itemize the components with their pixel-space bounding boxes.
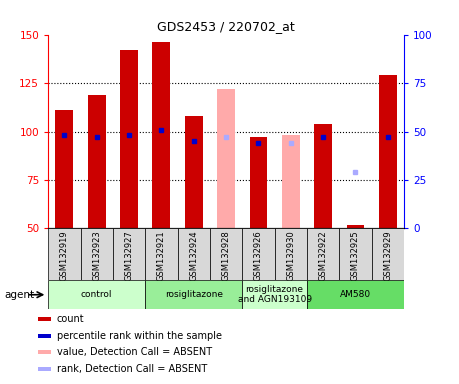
Bar (38, 351, 51, 354)
Text: count: count (56, 314, 84, 324)
Text: GSM132930: GSM132930 (286, 230, 295, 281)
Bar (307, 228, 339, 280)
Text: GSM132921: GSM132921 (157, 230, 166, 281)
Bar (80, 228, 113, 280)
Bar (242, 228, 274, 280)
Text: GSM132926: GSM132926 (254, 230, 263, 281)
Bar (217, 89, 235, 228)
Bar (282, 136, 300, 228)
Bar (347, 225, 364, 228)
Text: GSM132927: GSM132927 (124, 230, 134, 281)
Bar (372, 228, 404, 280)
Bar (113, 228, 145, 280)
Text: rosiglitazone: rosiglitazone (165, 290, 223, 299)
Bar (88, 95, 106, 228)
Bar (145, 280, 242, 309)
Title: GDS2453 / 220702_at: GDS2453 / 220702_at (157, 20, 295, 33)
Bar (314, 124, 332, 228)
Text: GSM132929: GSM132929 (383, 230, 392, 281)
Bar (379, 75, 397, 228)
Bar (38, 317, 51, 321)
Text: GSM132925: GSM132925 (351, 230, 360, 281)
Text: GSM132919: GSM132919 (60, 230, 69, 281)
Bar (242, 280, 307, 309)
Text: value, Detection Call = ABSENT: value, Detection Call = ABSENT (56, 348, 212, 358)
Text: AM580: AM580 (340, 290, 371, 299)
Text: GSM132928: GSM132928 (222, 230, 230, 281)
Text: percentile rank within the sample: percentile rank within the sample (56, 331, 222, 341)
Bar (38, 334, 51, 338)
Bar (250, 137, 267, 228)
Bar (185, 116, 202, 228)
Text: agent: agent (5, 290, 35, 300)
Bar (145, 228, 178, 280)
Bar (48, 228, 80, 280)
Bar (274, 228, 307, 280)
Text: GSM132922: GSM132922 (319, 230, 328, 281)
Bar (38, 367, 51, 371)
Bar (56, 110, 73, 228)
Text: rosiglitazone
and AGN193109: rosiglitazone and AGN193109 (237, 285, 312, 305)
Bar (210, 228, 242, 280)
Text: GSM132924: GSM132924 (189, 230, 198, 281)
Bar (48, 280, 145, 309)
Text: rank, Detection Call = ABSENT: rank, Detection Call = ABSENT (56, 364, 207, 374)
Text: GSM132923: GSM132923 (92, 230, 101, 281)
Text: control: control (81, 290, 112, 299)
Bar (120, 50, 138, 228)
Bar (307, 280, 404, 309)
Bar (178, 228, 210, 280)
Bar (339, 228, 372, 280)
Bar (152, 42, 170, 228)
